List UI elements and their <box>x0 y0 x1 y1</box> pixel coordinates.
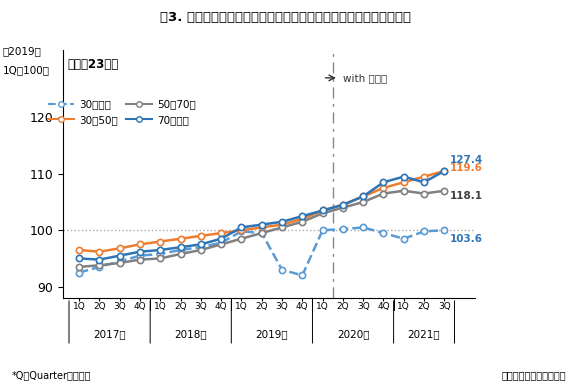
Text: with コロナ: with コロナ <box>343 73 387 83</box>
Text: （出典：東京カンテイ）: （出典：東京カンテイ） <box>502 370 566 380</box>
Legend: 30㎡未満, 30〜50㎡, 50〜70㎡, 70㎡以上: 30㎡未満, 30〜50㎡, 50〜70㎡, 70㎡以上 <box>47 100 196 125</box>
Text: 2019年: 2019年 <box>256 329 288 339</box>
Text: 118.1: 118.1 <box>450 191 482 201</box>
Text: 【東京23区】: 【東京23区】 <box>67 58 118 71</box>
Text: 2021年: 2021年 <box>408 329 440 339</box>
Text: 103.6: 103.6 <box>450 234 482 244</box>
Text: 2017年: 2017年 <box>93 329 126 339</box>
Text: 2020年: 2020年 <box>337 329 370 339</box>
Text: 1Q＝100）: 1Q＝100） <box>3 65 50 75</box>
Text: （2019年: （2019年 <box>3 46 42 56</box>
Text: 119.6: 119.6 <box>450 163 482 173</box>
Text: 2018年: 2018年 <box>174 329 207 339</box>
Text: 127.4: 127.4 <box>450 155 483 165</box>
Text: *Q：Quarter＝四半期: *Q：Quarter＝四半期 <box>11 370 91 380</box>
Text: 図3. 専有面積別・中古マンション坪単価推移（四半期ごとの指数）: 図3. 専有面積別・中古マンション坪単価推移（四半期ごとの指数） <box>161 11 411 24</box>
